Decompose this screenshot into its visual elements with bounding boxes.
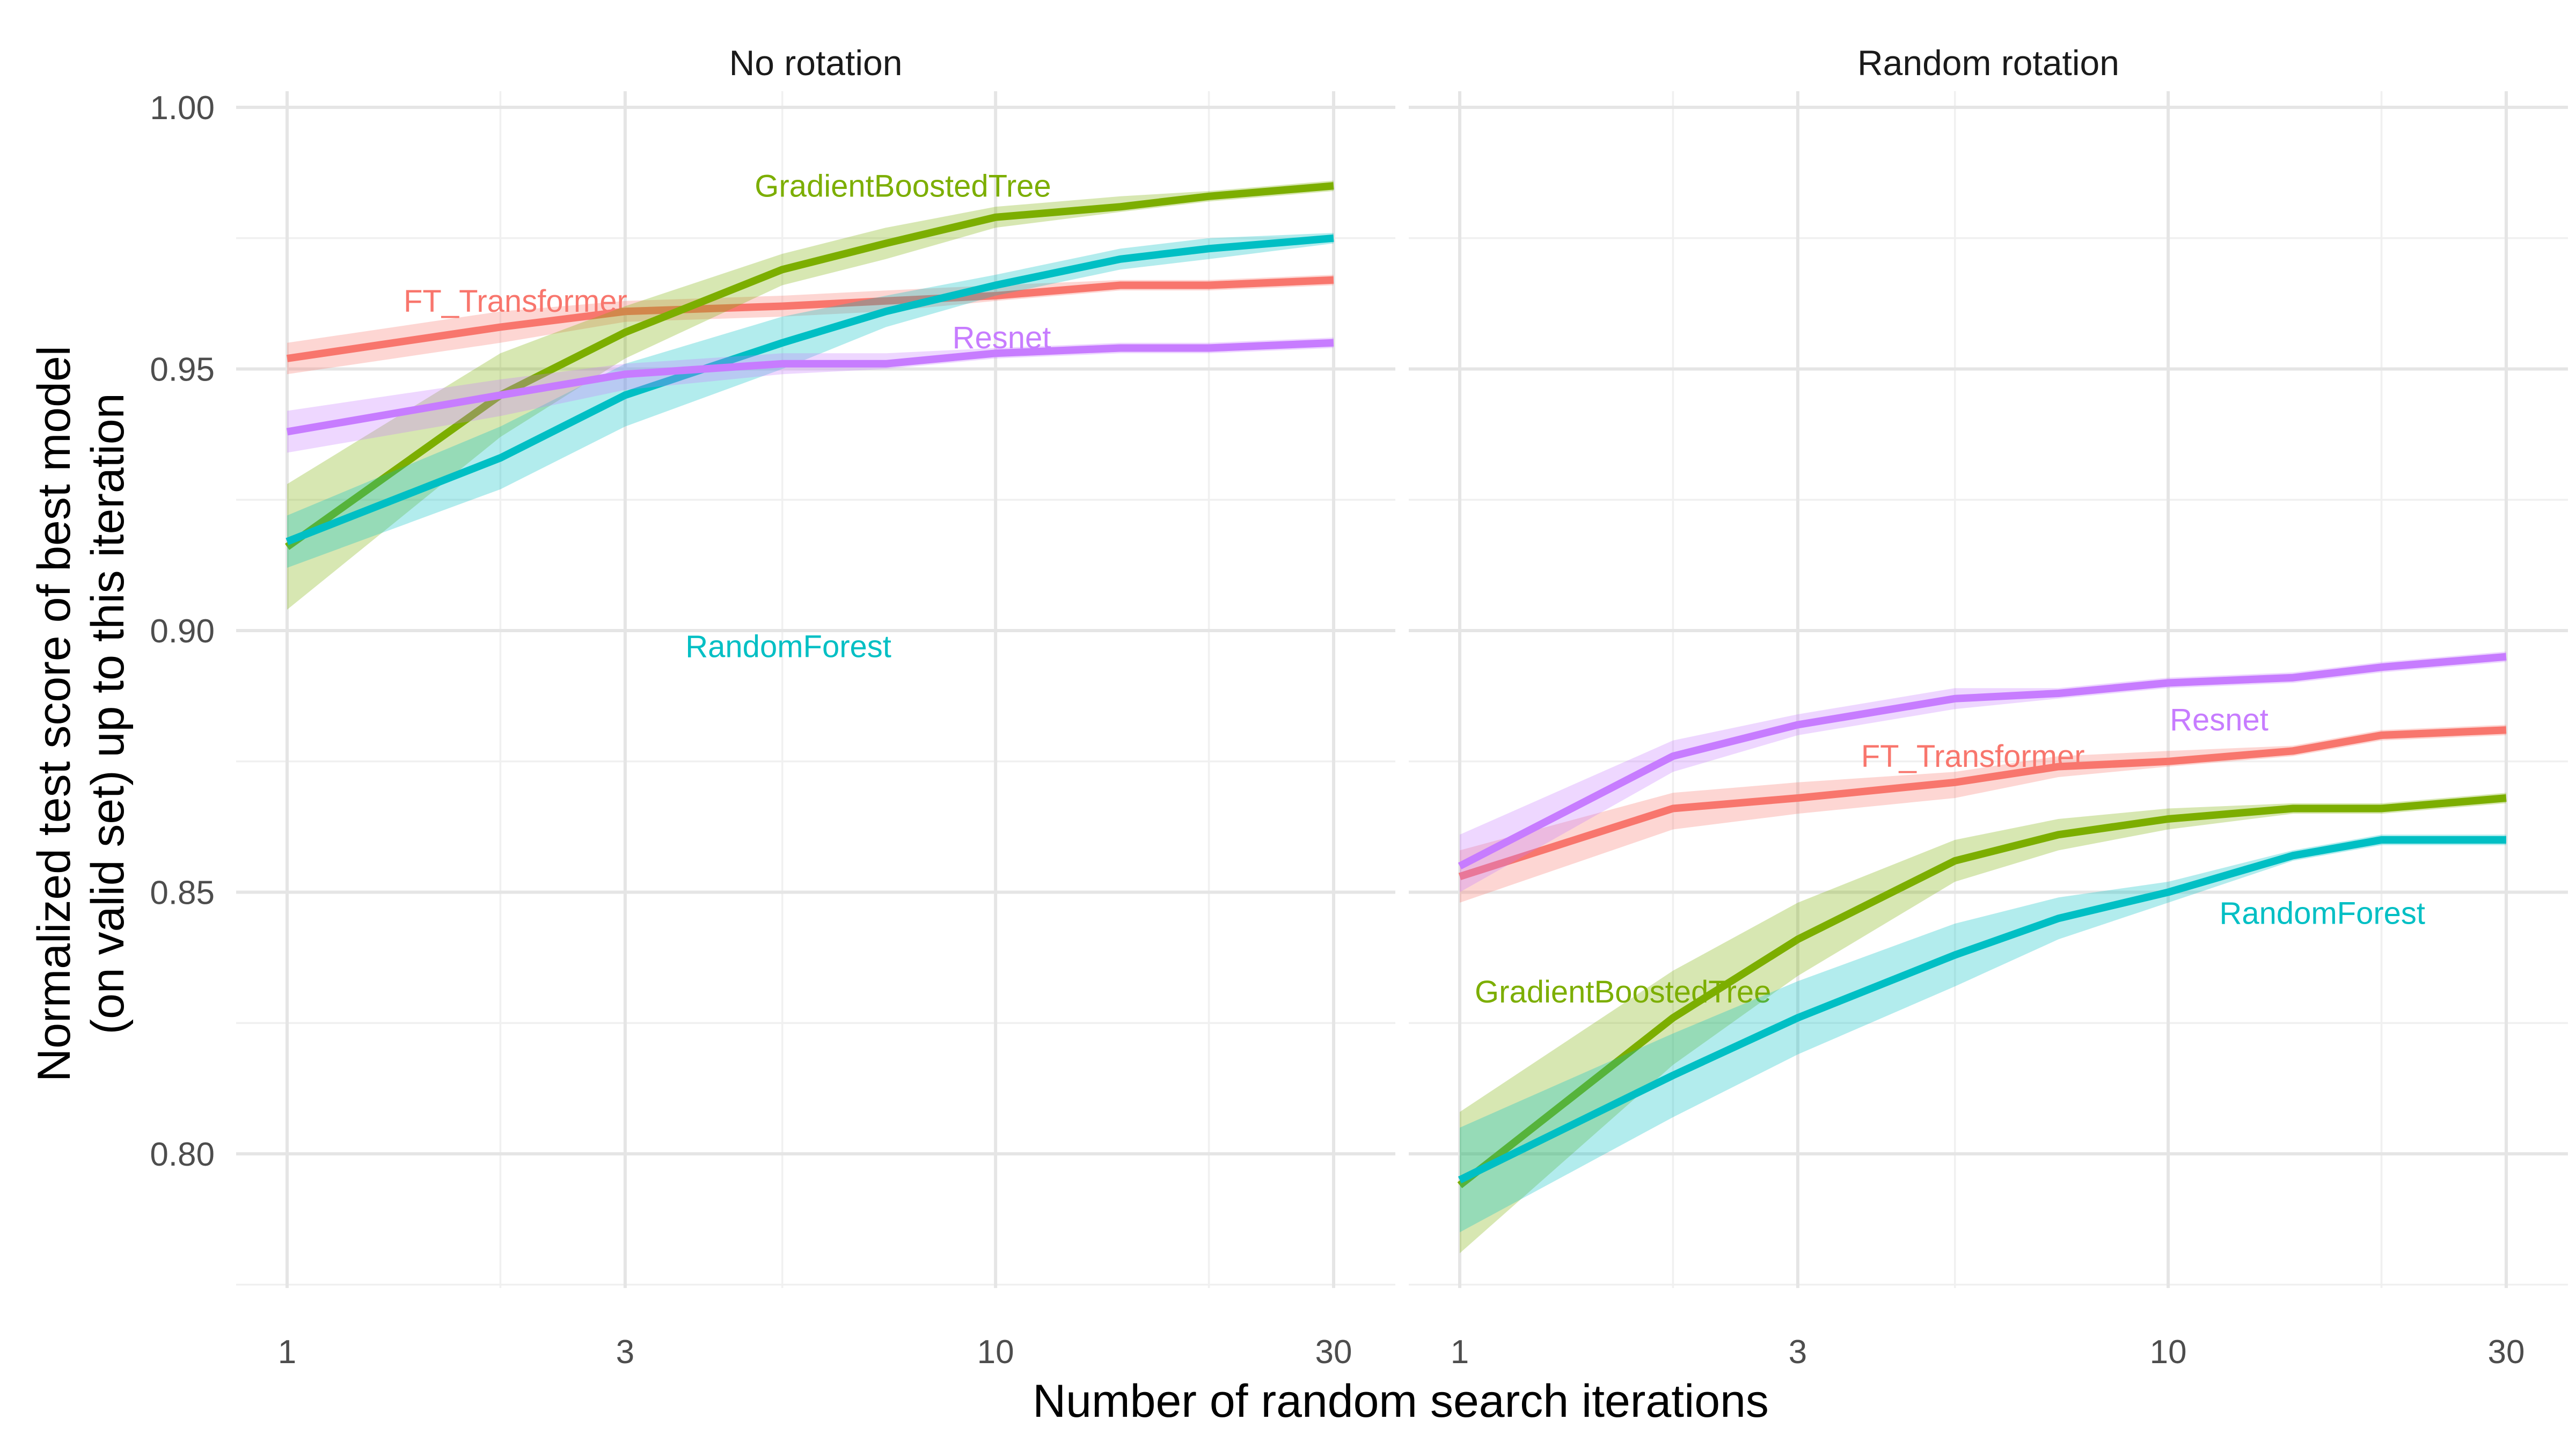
y-tick-label: 0.85: [150, 875, 215, 912]
y-tick-label: 0.90: [150, 613, 215, 650]
panel-no-rotation: No rotation 1 3 10 30 0.80 0.85 0.90 0.95 1.00 FT_…: [150, 43, 1395, 1371]
confidence-band: [1460, 724, 2506, 903]
series-resnet: Resnet: [286, 320, 1334, 453]
series-randomforest: RandomForest: [286, 233, 1334, 664]
series-gradientboostedtree: GradientBoostedTree: [1457, 793, 2507, 1254]
series-randomforest: RandomForest: [1458, 835, 2507, 1233]
series-label: Resnet: [2170, 702, 2268, 737]
y-axis-title-line-2: (on valid set) up to this iteration: [82, 393, 134, 1034]
series-ft-transformer: FT_Transformer: [1458, 724, 2507, 903]
panel-title: Random rotation: [1857, 43, 2119, 83]
series-label: FT_Transformer: [404, 284, 627, 319]
series-ft-transformer: FT_Transformer: [286, 275, 1334, 375]
x-tick-labels: 1 3 10 30: [278, 1334, 1352, 1371]
x-tick-label: 1: [278, 1334, 296, 1371]
series-resnet: Resnet: [1458, 652, 2507, 892]
x-tick-label: 3: [616, 1334, 634, 1371]
y-tick-label: 0.95: [150, 352, 215, 389]
x-axis-title: Number of random search iterations: [1033, 1375, 1769, 1427]
series-label: RandomForest: [2219, 896, 2425, 931]
x-tick-label: 1: [1451, 1334, 1469, 1371]
series-label: GradientBoostedTree: [755, 169, 1051, 203]
y-axis-title-line-1: Normalized test score of best model: [28, 346, 80, 1082]
series-label: FT_Transformer: [1861, 739, 2085, 774]
panels: No rotation 1 3 10 30 0.80 0.85 0.90 0.95 1.00 FT_…: [150, 43, 2568, 1371]
series-label: RandomForest: [685, 629, 891, 664]
series-label: Resnet: [953, 320, 1051, 355]
x-tick-label: 10: [977, 1334, 1014, 1371]
y-tick-labels: 0.80 0.85 0.90 0.95 1.00: [150, 90, 215, 1173]
plot-area: FT_Transformer GradientBoostedTree RandomF…: [284, 169, 1334, 664]
x-tick-label: 3: [1789, 1334, 1807, 1371]
panel-title: No rotation: [729, 43, 903, 83]
y-tick-label: 0.80: [150, 1136, 215, 1173]
series-label: GradientBoostedTree: [1475, 975, 1771, 1009]
y-axis-title: Normalized test score of best model (on …: [28, 346, 134, 1082]
grid: [236, 91, 1395, 1288]
y-tick-label: 1.00: [150, 90, 215, 127]
grid: [1409, 91, 2568, 1288]
x-tick-labels: 1 3 10 30: [1451, 1334, 2525, 1371]
panel-random-rotation: Random rotation 1 3 10 30 FT_Transformer Gradi…: [1409, 43, 2568, 1371]
x-tick-label: 30: [1315, 1334, 1352, 1371]
x-tick-label: 10: [2150, 1334, 2187, 1371]
plot-area: FT_Transformer GradientBoostedTree RandomF…: [1457, 652, 2507, 1254]
x-tick-label: 30: [2488, 1334, 2525, 1371]
